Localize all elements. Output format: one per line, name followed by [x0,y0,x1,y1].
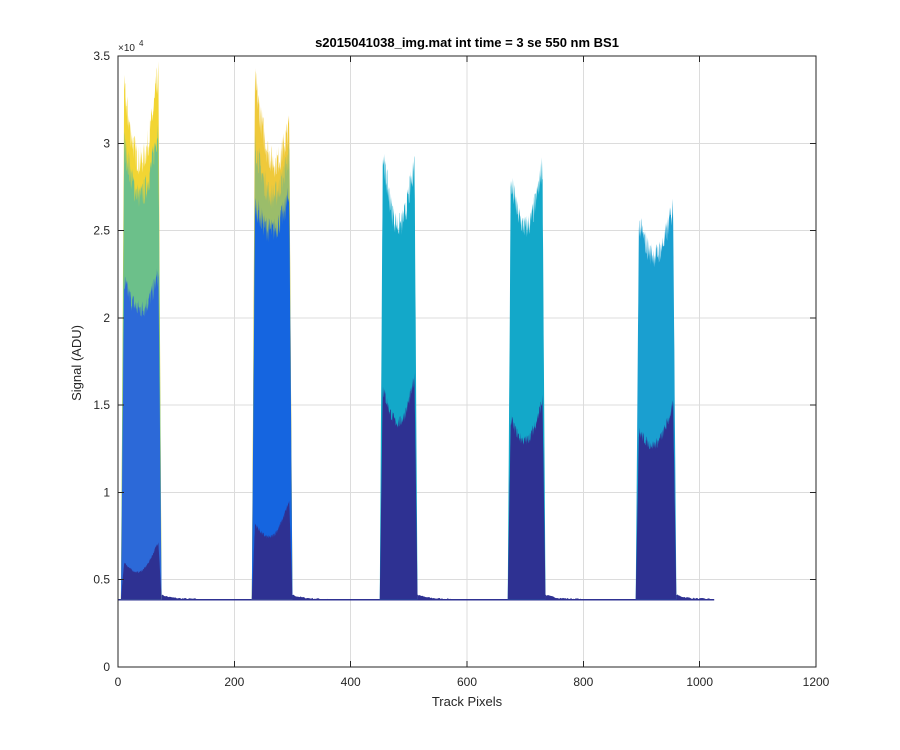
x-tick-label: 400 [341,675,361,689]
y-tick-label: 1.5 [93,398,110,412]
track-2-layer-3 [251,187,293,600]
x-axis-label: Track Pixels [432,694,503,709]
y-tick-label: 2.5 [93,224,110,238]
x-tick-label: 200 [224,675,244,689]
track-5-layer-2 [635,400,677,600]
label-layer: s2015041038_img.mat int time = 3 se 550 … [69,35,830,709]
track-4 [507,157,546,600]
y-tick-label: 0 [103,660,110,674]
track-1-layer-4 [120,542,162,600]
y-tick-label: 1 [103,485,110,499]
track-3 [379,153,418,600]
track-tail-2 [292,594,328,600]
x-tick-label: 1200 [803,675,830,689]
x-tick-label: 1000 [686,675,713,689]
track-1-layer-3 [120,268,162,600]
x-tick-label: 0 [115,675,122,689]
y-exponent-power: 4 [139,39,144,48]
x-tick-label: 600 [457,675,477,689]
track-tail-1 [161,594,197,600]
track-2 [251,67,293,600]
track-4-layer-2 [507,394,546,600]
track-3-layer-2 [379,373,418,600]
chart-title: s2015041038_img.mat int time = 3 se 550 … [315,35,619,50]
track-5 [635,198,677,600]
y-exponent-base: ×10 [118,43,135,54]
y-tick-label: 2 [103,311,110,325]
track-tail-4 [545,594,581,600]
track-tail-3 [417,594,453,600]
track-2-layer-4 [251,500,293,600]
track-tail-5 [676,594,712,600]
y-axis-label: Signal (ADU) [69,325,84,401]
y-tick-label: 3 [103,136,110,150]
grid-layer [118,56,816,667]
x-tick-label: 800 [573,675,593,689]
y-tick-label: 3.5 [93,49,110,63]
data-layer [118,61,715,601]
axes-layer [117,55,817,668]
y-tick-label: 0.5 [93,573,110,587]
track-1 [120,61,162,600]
